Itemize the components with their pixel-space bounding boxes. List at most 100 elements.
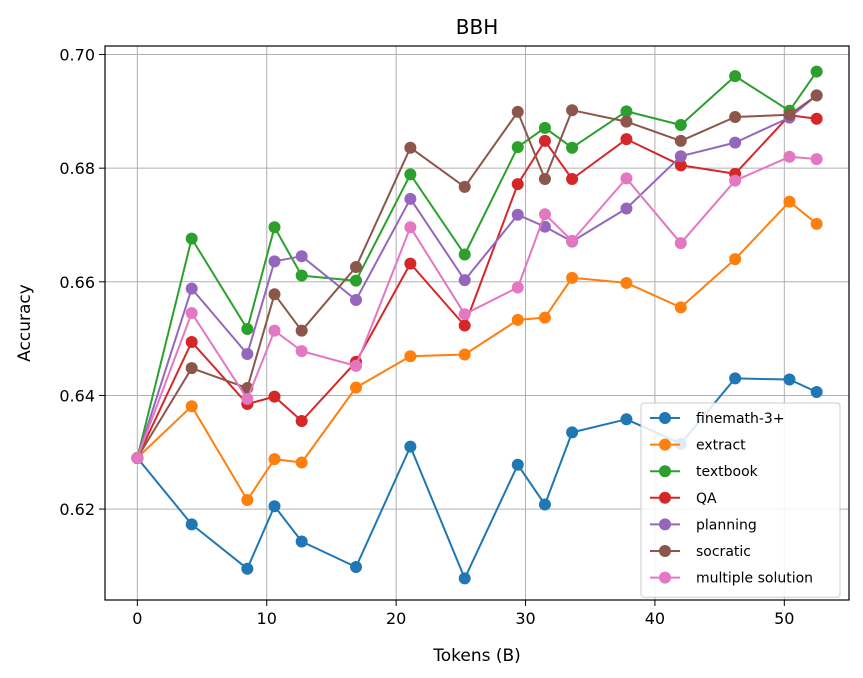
data-point-extract	[620, 276, 633, 289]
data-point-qa	[674, 159, 687, 172]
series-extract	[131, 195, 823, 506]
legend-label: multiple solution	[696, 571, 813, 587]
data-point-finemath-3	[538, 498, 551, 511]
data-point-extract	[511, 313, 524, 326]
data-point-finemath-3	[185, 518, 198, 531]
data-point-textbook	[185, 232, 198, 245]
legend-marker	[659, 465, 671, 478]
y-tick-label: 0.62	[59, 500, 95, 519]
series-lines	[131, 65, 823, 585]
data-point-planning	[404, 192, 417, 205]
legend-label: QA	[696, 491, 717, 507]
data-point-socratic	[350, 261, 363, 274]
data-point-multiple-solution	[404, 221, 417, 234]
y-tick-label: 0.70	[59, 46, 95, 65]
legend-box	[640, 402, 841, 598]
plot-frame	[104, 45, 850, 601]
x-tick-label: 10	[257, 609, 277, 628]
data-point-planning	[268, 255, 281, 268]
data-point-textbook	[729, 70, 742, 83]
data-point-planning	[185, 282, 198, 295]
data-point-finemath-3	[458, 572, 471, 585]
y-tick-label: 0.64	[59, 386, 95, 405]
data-point-finemath-3	[566, 426, 579, 439]
legend-item: finemath-3+	[650, 411, 785, 427]
data-point-qa	[295, 415, 308, 428]
legend-marker	[659, 412, 671, 424]
data-point-planning	[350, 293, 363, 306]
data-point-finemath-3	[241, 562, 254, 575]
data-point-qa	[810, 112, 823, 125]
data-point-extract	[674, 301, 687, 314]
data-point-multiple-solution	[131, 451, 144, 464]
data-point-multiple-solution	[268, 324, 281, 337]
data-point-extract	[729, 253, 742, 266]
data-point-planning	[295, 250, 308, 263]
data-point-extract	[538, 311, 551, 324]
x-tick-label: 0	[132, 609, 142, 628]
data-point-extract	[566, 271, 579, 284]
data-point-planning	[674, 150, 687, 163]
data-point-extract	[185, 400, 198, 413]
legend-item: QA	[650, 491, 717, 507]
data-point-socratic	[538, 172, 551, 185]
data-point-socratic	[566, 104, 579, 117]
data-point-textbook	[458, 248, 471, 261]
data-point-socratic	[458, 180, 471, 193]
y-tick-label: 0.68	[59, 159, 95, 178]
y-axis-label: Accuracy	[15, 284, 35, 362]
data-point-planning	[729, 136, 742, 149]
data-point-finemath-3	[268, 500, 281, 513]
data-point-multiple-solution	[729, 174, 742, 187]
data-point-planning	[241, 347, 254, 360]
data-point-multiple-solution	[566, 234, 579, 247]
data-point-finemath-3	[620, 413, 633, 426]
data-point-qa	[458, 319, 471, 332]
legend-marker	[659, 571, 671, 584]
data-point-textbook	[241, 322, 254, 335]
legend-marker	[659, 491, 671, 504]
data-point-finemath-3	[729, 372, 742, 385]
legend-item: socratic	[650, 544, 751, 560]
data-point-textbook	[674, 118, 687, 131]
data-point-socratic	[674, 134, 687, 147]
legend-label: textbook	[696, 464, 759, 480]
data-point-socratic	[268, 288, 281, 301]
series-line-extract	[136, 200, 818, 501]
data-point-multiple-solution	[674, 237, 687, 250]
data-point-socratic	[620, 115, 633, 128]
data-point-qa	[566, 172, 579, 185]
legend-marker	[659, 518, 671, 531]
x-tick-label: 30	[515, 609, 535, 628]
data-point-socratic	[810, 89, 823, 102]
series-line-socratic	[136, 94, 818, 459]
data-point-extract	[350, 381, 363, 394]
data-point-multiple-solution	[185, 307, 198, 320]
data-point-multiple-solution	[350, 359, 363, 372]
data-point-extract	[810, 217, 823, 230]
data-point-finemath-3	[511, 458, 524, 471]
data-point-textbook	[295, 269, 308, 282]
x-tick-label: 40	[645, 609, 665, 628]
legend-marker	[659, 545, 671, 557]
legend: finemath-3+ extract textbook QA planning socr…	[640, 402, 841, 598]
data-point-qa	[620, 133, 633, 146]
data-point-planning	[458, 274, 471, 287]
data-point-socratic	[729, 111, 742, 124]
series-line-planning	[136, 94, 818, 459]
axes: 0 10 20 30 40 50 0.62 0.64 0.66 0.68 0.70	[59, 46, 794, 628]
data-point-multiple-solution	[511, 281, 524, 294]
data-point-multiple-solution	[241, 392, 254, 405]
data-point-finemath-3	[810, 386, 823, 399]
data-point-textbook	[620, 105, 633, 118]
series-line-textbook	[136, 71, 818, 459]
data-point-textbook	[810, 65, 823, 78]
x-axis-label: Tokens (B)	[432, 646, 521, 666]
data-point-qa	[538, 134, 551, 147]
data-point-qa	[511, 178, 524, 191]
legend-marker	[659, 438, 671, 451]
data-point-multiple-solution	[538, 208, 551, 221]
data-point-extract	[241, 493, 254, 506]
data-point-socratic	[404, 141, 417, 154]
data-point-qa	[185, 336, 198, 349]
